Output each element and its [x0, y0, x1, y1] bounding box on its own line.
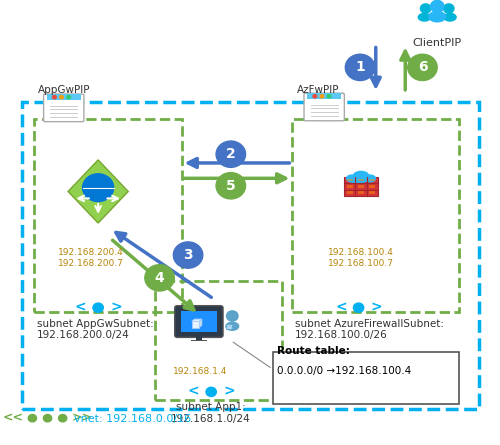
Bar	[358, 191, 364, 194]
Polygon shape	[192, 319, 202, 321]
Ellipse shape	[365, 175, 376, 182]
Bar	[369, 185, 376, 188]
Circle shape	[60, 96, 64, 99]
Bar	[307, 93, 342, 100]
Ellipse shape	[346, 175, 357, 182]
Bar	[344, 177, 378, 196]
Bar	[181, 311, 217, 332]
Text: subnet AppGwSubnet:
192.168.200.0/24: subnet AppGwSubnet: 192.168.200.0/24	[36, 319, 154, 340]
Bar	[154, 281, 282, 400]
Text: >>: >>	[72, 412, 92, 425]
Circle shape	[327, 95, 331, 98]
Bar	[346, 178, 353, 182]
Bar	[22, 101, 479, 409]
Bar	[292, 119, 460, 312]
FancyBboxPatch shape	[174, 306, 223, 337]
Circle shape	[174, 242, 203, 268]
Circle shape	[346, 54, 375, 81]
FancyBboxPatch shape	[304, 93, 344, 121]
Text: >: >	[110, 301, 122, 315]
Ellipse shape	[226, 322, 238, 330]
Text: 6: 6	[418, 61, 428, 74]
Bar	[346, 185, 353, 188]
Text: vnet: 192.168.0.0/16: vnet: 192.168.0.0/16	[74, 414, 190, 425]
Text: <: <	[188, 385, 200, 399]
Circle shape	[44, 414, 52, 422]
Circle shape	[216, 141, 246, 167]
Ellipse shape	[418, 13, 430, 21]
Polygon shape	[199, 319, 202, 328]
Ellipse shape	[444, 13, 456, 21]
Bar	[191, 340, 206, 341]
Circle shape	[408, 54, 437, 81]
Bar	[369, 178, 376, 182]
Ellipse shape	[349, 176, 367, 183]
Circle shape	[66, 96, 70, 99]
Text: 1: 1	[355, 61, 365, 74]
Circle shape	[320, 95, 324, 98]
Bar	[226, 324, 232, 329]
Text: 2: 2	[226, 147, 235, 161]
Text: 192.168.200.4
192.168.200.7: 192.168.200.4 192.168.200.7	[58, 248, 124, 268]
Text: 192.168.100.4
192.168.100.7: 192.168.100.4 192.168.100.7	[328, 248, 394, 268]
Ellipse shape	[354, 171, 368, 180]
Text: <: <	[335, 301, 346, 315]
Circle shape	[430, 0, 444, 12]
Text: subnet App1:
192.168.1.0/24: subnet App1: 192.168.1.0/24	[172, 402, 251, 424]
Bar	[369, 191, 376, 194]
Text: subnet AzureFirewallSubnet:
192.168.100.0/26: subnet AzureFirewallSubnet: 192.168.100.…	[294, 319, 444, 340]
Text: 192.168.1.4: 192.168.1.4	[172, 367, 227, 376]
Circle shape	[52, 96, 56, 99]
Circle shape	[216, 173, 246, 199]
Text: Route table:: Route table:	[276, 346, 349, 356]
Circle shape	[82, 174, 114, 202]
Bar	[34, 119, 182, 312]
Circle shape	[354, 303, 364, 312]
Circle shape	[28, 414, 36, 422]
Circle shape	[420, 4, 431, 13]
Bar	[272, 352, 460, 404]
Text: <<: <<	[2, 412, 24, 425]
Text: 5: 5	[226, 179, 235, 193]
Circle shape	[444, 4, 454, 13]
Circle shape	[145, 265, 174, 291]
Circle shape	[206, 387, 216, 396]
Circle shape	[93, 303, 104, 312]
Polygon shape	[68, 160, 128, 223]
Bar	[196, 335, 202, 340]
Circle shape	[313, 95, 316, 98]
Text: ClientPIP: ClientPIP	[412, 38, 462, 48]
Text: 3: 3	[184, 248, 193, 262]
Text: <: <	[74, 301, 86, 315]
Bar	[358, 185, 364, 188]
Text: 0.0.0.0/0 →192.168.100.4: 0.0.0.0/0 →192.168.100.4	[276, 366, 411, 376]
Bar	[358, 178, 364, 182]
Text: >: >	[370, 301, 382, 315]
Text: AppGwPIP: AppGwPIP	[38, 85, 90, 95]
Text: AzFwPIP: AzFwPIP	[297, 85, 340, 95]
Text: 4: 4	[154, 271, 164, 285]
Bar	[346, 191, 353, 194]
Bar	[192, 321, 199, 328]
Ellipse shape	[429, 12, 446, 22]
Circle shape	[226, 311, 238, 321]
Circle shape	[58, 414, 67, 422]
Text: >: >	[223, 385, 234, 399]
FancyBboxPatch shape	[44, 94, 84, 121]
Bar	[46, 94, 81, 100]
